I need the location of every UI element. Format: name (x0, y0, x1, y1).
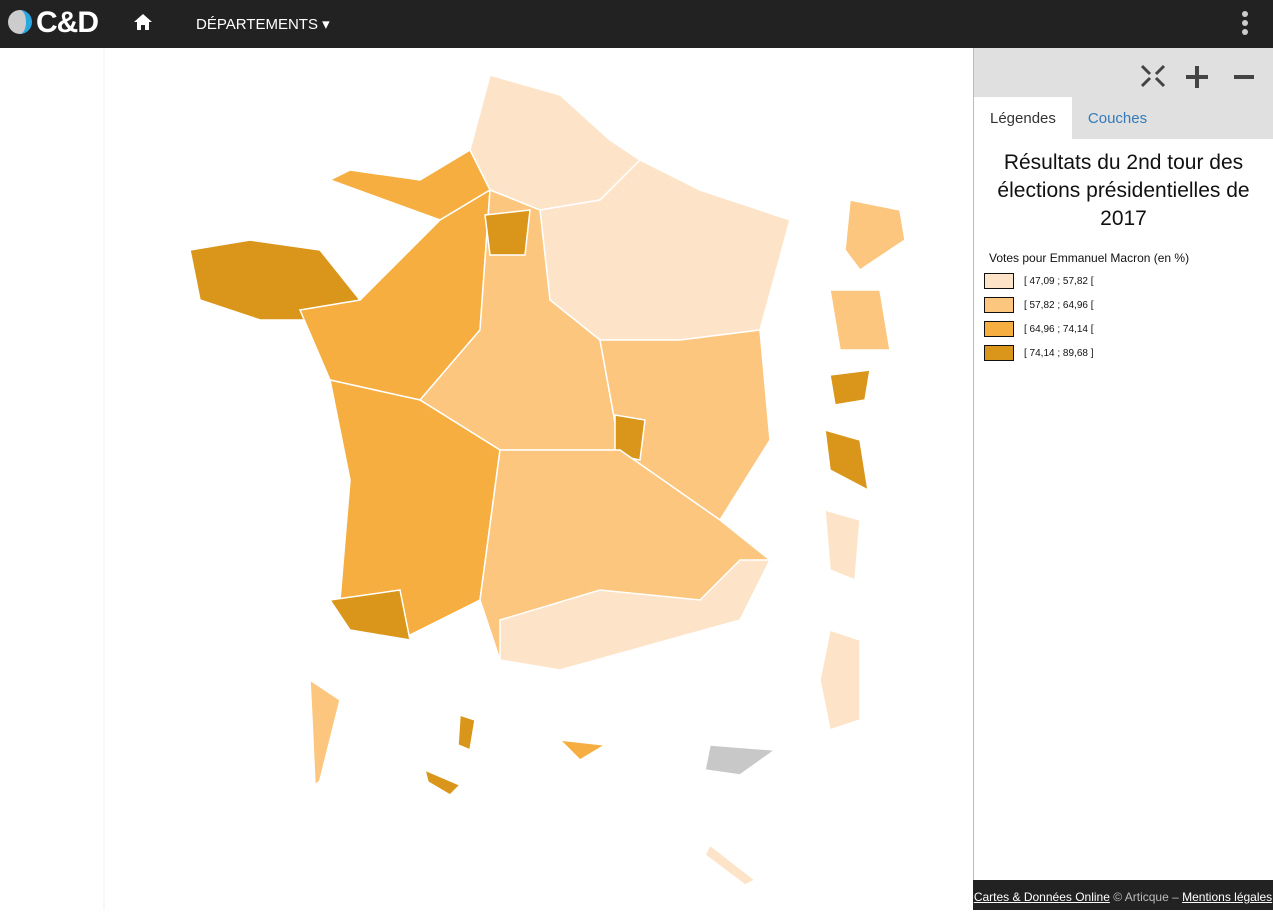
menu-button[interactable]: DÉPARTEMENTS ▾ (196, 16, 330, 33)
region[interactable] (829, 369, 871, 406)
side-panel: Légendes Couches Résultats du 2nd tour d… (973, 48, 1273, 910)
toolbar (974, 48, 1273, 97)
tab[interactable]: Légendes (974, 97, 1072, 139)
logo-text: C&D (36, 6, 99, 39)
legend-swatch (984, 345, 1014, 361)
regions (189, 74, 906, 886)
region[interactable] (824, 428, 869, 492)
region[interactable] (309, 678, 346, 787)
region-no-data[interactable] (704, 744, 778, 776)
legend-swatch (984, 321, 1014, 337)
legend-item: [ 57,82 ; 64,96 [ (984, 297, 1273, 313)
logo-icon (8, 10, 32, 34)
footer-link[interactable]: Cartes & Données Online (973, 890, 1110, 904)
region[interactable] (829, 289, 891, 351)
footer: Cartes & Données Online © Articque – Men… (973, 880, 1273, 910)
legend-label: [ 74,14 ; 89,68 ] (1024, 347, 1094, 359)
tab[interactable]: Couches (1087, 110, 1148, 127)
legend-item: [ 74,14 ; 89,68 ] (984, 345, 1273, 361)
legend-label: [ 57,82 ; 64,96 [ (1024, 299, 1094, 311)
legend-item: [ 47,09 ; 57,82 [ (984, 273, 1273, 289)
top-bar: C&D DÉPARTEMENTS ▾ (0, 0, 1273, 48)
toolbar-icons (1140, 64, 1254, 88)
region[interactable] (328, 589, 411, 641)
region[interactable] (704, 843, 757, 886)
fullscreen-button[interactable] (1140, 64, 1166, 88)
region[interactable] (824, 508, 861, 582)
region[interactable] (484, 209, 531, 256)
legend-label: [ 64,96 ; 74,14 [ (1024, 323, 1094, 335)
legend-label: [ 47,09 ; 57,82 [ (1024, 275, 1094, 287)
legend-item: [ 64,96 ; 74,14 [ (984, 321, 1273, 337)
tabs: Légendes Couches (974, 97, 1273, 139)
legend-heading: Résultats du 2nd tour des élections prés… (997, 151, 1250, 230)
home-icon[interactable] (133, 12, 153, 32)
footer-text: © Articque – (1113, 890, 1179, 904)
region[interactable] (423, 768, 462, 796)
map (103, 48, 906, 910)
legend-items: [ 47,09 ; 57,82 [ [ 57,82 ; 64,96 [ [ 64,9… (974, 273, 1273, 361)
legend-swatch (984, 297, 1014, 313)
region[interactable] (557, 739, 608, 761)
zoom-in-button[interactable] (1186, 66, 1208, 88)
region[interactable] (819, 629, 861, 731)
region[interactable] (844, 199, 906, 272)
region[interactable] (499, 559, 772, 671)
legend-title: Votes pour Emmanuel Macron (en %) (989, 251, 1190, 265)
legend-swatch (984, 273, 1014, 289)
region[interactable] (329, 379, 501, 641)
footer-link[interactable]: Mentions légales (1182, 890, 1273, 904)
region[interactable] (614, 414, 646, 461)
menu-label: DÉPARTEMENTS (196, 16, 318, 33)
region[interactable] (457, 713, 476, 752)
logo[interactable]: C&D (8, 6, 99, 40)
more-menu[interactable] (1240, 10, 1250, 36)
